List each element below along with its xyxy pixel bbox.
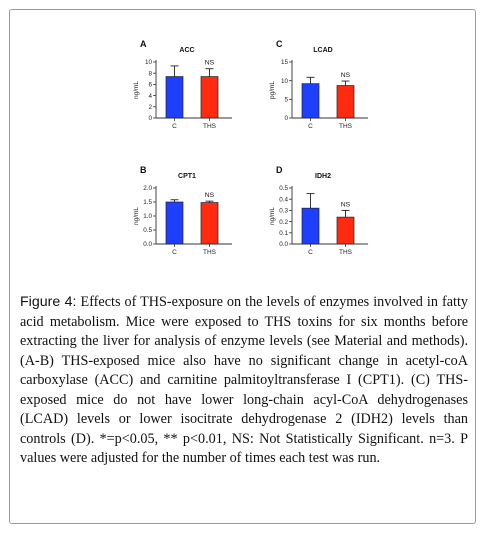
panel-d-ytick-label: 0.3 [279, 208, 288, 215]
panel-d-letter: D [276, 165, 283, 175]
panel-d-annotation: NS [341, 201, 351, 208]
panel-d-title: IDH2 [315, 173, 331, 180]
panel-b-ylabel: ng/mL [133, 207, 140, 225]
panel-b-bar-c [165, 201, 184, 245]
chart-panel-b: B CPT1 ng/mL 0.0 0.5 1.0 1.5 2.0 C THS NS [133, 165, 232, 256]
panel-d-ytick-label: 0.1 [279, 230, 288, 237]
panel-b-annotation: NS [205, 192, 215, 199]
panel-c-bar-ths [336, 85, 355, 119]
panel-c-bar-c [301, 83, 320, 119]
panel-b-title: CPT1 [178, 173, 196, 180]
panel-a-bar-c [165, 76, 184, 119]
panel-c-ytick-label: 5 [284, 97, 288, 104]
panel-a-ytick-label: 2 [148, 104, 152, 111]
chart-panel-a: A ACC ng/mL 0 2 4 6 8 10 C THS NS [133, 39, 232, 130]
panel-b-letter: B [140, 165, 147, 175]
chart-panel-c: C LCAD pg/mL 0 5 10 15 C THS NS [269, 39, 368, 130]
panel-a-ylabel: ng/mL [133, 81, 140, 99]
panel-c-ylabel: pg/mL [269, 81, 276, 99]
panel-a-xtick-label: THS [203, 123, 217, 130]
panel-a-bar-ths [200, 76, 219, 119]
panel-a-ytick-label: 0 [148, 115, 152, 122]
panel-b-xtick-label: C [172, 249, 177, 256]
panel-a-ytick-label: 10 [145, 59, 153, 66]
panel-c-xtick-label: THS [339, 123, 353, 130]
caption-label: Figure 4: [20, 294, 77, 310]
panel-d-ytick-label: 0.2 [279, 219, 288, 226]
panel-a-xtick-label: C [172, 123, 177, 130]
panel-d-bar-c [301, 207, 320, 245]
panel-c-ytick-label: 10 [281, 78, 289, 85]
panel-a-ytick-label: 8 [148, 70, 152, 77]
panel-b-ytick-label: 0.0 [143, 241, 152, 248]
panel-a-annotation: NS [205, 60, 215, 67]
panel-d-ytick-label: 0.5 [279, 185, 288, 192]
panel-b-xtick-label: THS [203, 249, 217, 256]
panel-d-ylabel: ng/mL [269, 207, 276, 225]
panel-b-ytick-label: 1.5 [143, 199, 152, 206]
panel-a-title: ACC [179, 47, 194, 54]
panel-b-ytick-label: 2.0 [143, 185, 152, 192]
panel-c-letter: C [276, 39, 283, 49]
panel-d-ytick-label: 0.4 [279, 196, 288, 203]
figure-frame [9, 9, 476, 524]
chart-panel-d: D IDH2 ng/mL 0.0 0.1 0.2 0.3 0.4 0.5 C THS NS [269, 165, 368, 256]
panel-a-ytick-label: 4 [148, 93, 152, 100]
panel-d-ytick-label: 0.0 [279, 241, 288, 248]
panel-d-xtick-label: C [308, 249, 313, 256]
caption-text: Effects of THS-exposure on the levels of… [20, 294, 468, 466]
panel-c-ytick-label: 15 [281, 59, 289, 66]
panel-b-bar-ths [200, 202, 219, 245]
panel-d-xtick-label: THS [339, 249, 353, 256]
panel-a-ytick-label: 6 [148, 82, 152, 89]
panel-a-letter: A [140, 39, 147, 49]
panel-b-ytick-label: 1.0 [143, 213, 152, 220]
panel-c-title: LCAD [313, 47, 332, 54]
panel-d-bar-ths [336, 216, 355, 245]
panel-c-annotation: NS [341, 72, 351, 79]
panel-c-xtick-label: C [308, 123, 313, 130]
figure-caption: Figure 4: Effects of THS-exposure on the… [20, 293, 468, 469]
panel-b-ytick-label: 0.5 [143, 227, 152, 234]
panel-c-ytick-label: 0 [284, 115, 288, 122]
